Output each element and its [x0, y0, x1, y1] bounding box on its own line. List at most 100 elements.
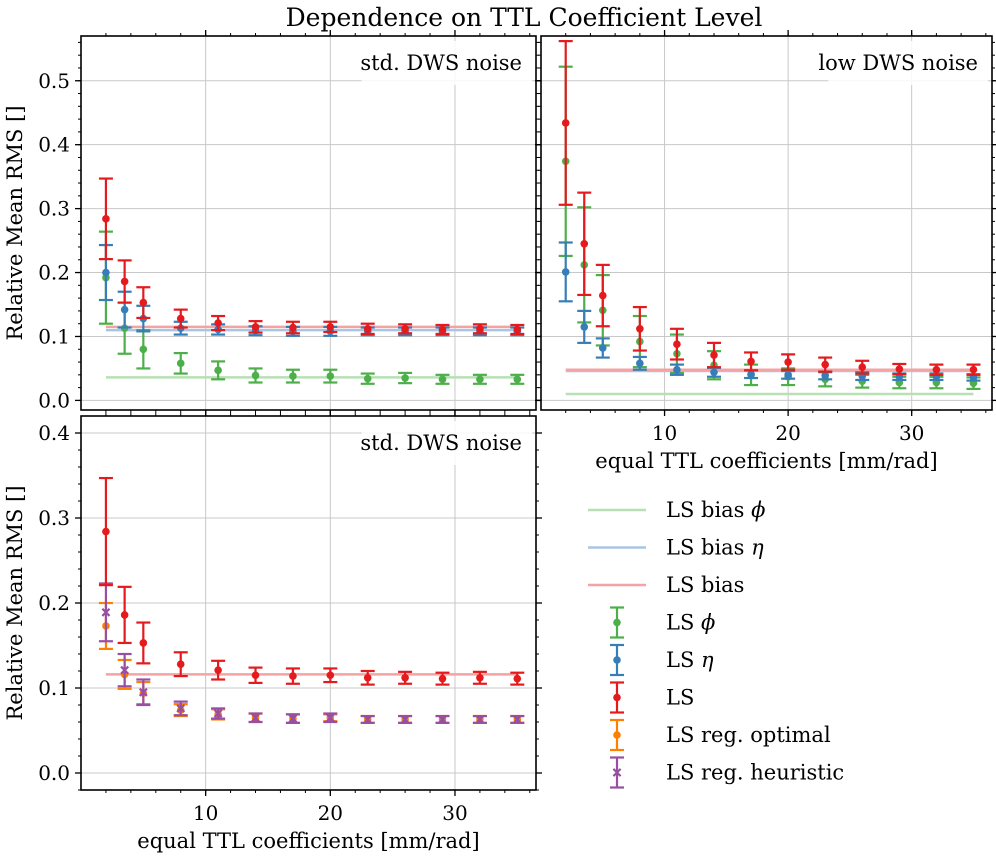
- data-point: [102, 527, 110, 536]
- data-point: [858, 363, 867, 371]
- y-tick-label: 0.4: [38, 133, 70, 157]
- panel-annotation-text: std. DWS noise: [360, 51, 522, 75]
- data-point-x: [475, 715, 485, 724]
- data-point: [326, 372, 335, 380]
- data-point: [636, 359, 644, 368]
- legend-label: LS ϕ: [666, 611, 715, 635]
- data-point: [176, 660, 185, 668]
- legend-label: LS reg. heuristic: [666, 761, 844, 785]
- data-point-x: [288, 714, 298, 723]
- data-point: [326, 671, 335, 680]
- data-point: [710, 368, 718, 377]
- figure-title: Dependence on TTL Coefficient Level: [286, 3, 763, 32]
- data-point: [932, 365, 941, 374]
- data-point-x: [512, 715, 522, 724]
- y-axis-label: Relative Mean RMS []: [3, 105, 27, 340]
- data-point: [438, 325, 447, 334]
- data-point: [251, 371, 260, 380]
- axes-frame: [80, 35, 537, 411]
- data-point: [214, 319, 222, 327]
- data-point-x: [101, 607, 111, 617]
- data-point: [363, 374, 372, 383]
- data-point-x: [363, 715, 373, 724]
- data-point: [636, 325, 644, 333]
- x-tick-label: 20: [318, 801, 343, 825]
- y-tick-label: 0.0: [38, 761, 70, 785]
- data-point: [561, 268, 570, 276]
- legend-entry-bias-phi: LS bias ϕ: [588, 498, 765, 522]
- data-point: [476, 325, 484, 333]
- data-point: [580, 323, 589, 331]
- y-tick-label: 0.3: [38, 506, 70, 530]
- legend-entry-reg-heur: LS reg. heuristic: [610, 756, 844, 789]
- subplot-low-noise: 10 20 30 low DWS noise equal TTL coefficient…: [535, 30, 996, 473]
- y-tick-label: 0.0: [38, 388, 70, 412]
- legend-entry-ls: LS: [610, 681, 694, 714]
- data-point: [673, 340, 681, 348]
- x-tick-label: 30: [899, 421, 924, 445]
- data-point: [513, 375, 522, 384]
- panel-annotation-box: [361, 41, 532, 85]
- data-point: [784, 371, 792, 379]
- data-point: [598, 291, 607, 300]
- data-point: [747, 370, 755, 378]
- data-point: [401, 374, 409, 382]
- x-axis-label: equal TTL coefficients [mm/rad]: [595, 449, 937, 473]
- data-point: [821, 360, 829, 369]
- y-tick-label: 0.5: [38, 69, 70, 93]
- axes-frame: [540, 35, 993, 411]
- data-point: [139, 345, 148, 354]
- data-point: [251, 671, 260, 680]
- panel-annotation-box: [361, 421, 532, 465]
- legend-swatch-marker: [613, 656, 621, 664]
- data-point-x: [400, 715, 410, 724]
- data-point-x: [176, 704, 186, 713]
- data-point: [326, 323, 335, 331]
- legend-entry-bias-ls: LS bias: [588, 573, 744, 597]
- data-point: [401, 325, 409, 333]
- panel-annotation: std. DWS noise: [360, 421, 532, 465]
- panel-annotation: std. DWS noise: [360, 41, 532, 85]
- data-point: [969, 365, 978, 374]
- legend-entry-bias-eta: LS bias η: [588, 536, 764, 560]
- data-point-x: [120, 665, 130, 675]
- data-point: [363, 674, 372, 682]
- data-point: [214, 366, 222, 375]
- legend-swatch-marker: [613, 693, 621, 702]
- y-tick-label: 0.3: [38, 197, 70, 221]
- legend-label: LS bias ϕ: [666, 498, 765, 522]
- data-point-x: [251, 713, 260, 723]
- data-point: [176, 359, 185, 368]
- data-point: [120, 305, 129, 314]
- data-point: [251, 323, 260, 331]
- subplot-std-noise-top: 0.0 0.1 0.2 0.3 0.4 0.5 std. DWS noise Relative…: [3, 30, 542, 416]
- legend: LS bias ϕ LS bias η LS bias LS ϕ LS η LS LS re…: [588, 498, 844, 789]
- y-tick-label: 0.1: [38, 324, 70, 348]
- data-point: [438, 375, 447, 384]
- data-point: [476, 375, 484, 384]
- data-point: [895, 365, 904, 373]
- panel-annotation: low DWS noise: [818, 41, 988, 85]
- data-point: [289, 672, 297, 680]
- data-point: [214, 666, 222, 674]
- data-point: [476, 674, 484, 682]
- axes-frame: [80, 415, 537, 791]
- panel-annotation-text: low DWS noise: [818, 51, 978, 75]
- data-point: [102, 215, 110, 223]
- data-point: [289, 372, 297, 380]
- data-point-x: [138, 687, 148, 697]
- legend-label: LS bias η: [666, 536, 764, 560]
- data-point: [120, 611, 129, 619]
- data-point-x: [325, 713, 335, 723]
- data-point: [821, 371, 829, 380]
- data-point: [673, 365, 681, 374]
- data-point: [401, 674, 409, 682]
- panel-annotation-box: [828, 41, 988, 85]
- data-point: [513, 325, 522, 334]
- data-point: [289, 323, 297, 332]
- x-tick-label: 10: [652, 421, 677, 445]
- legend-swatch-marker: [613, 618, 621, 627]
- subplot-std-noise-regularized: 0.0 0.1 0.2 0.3 0.4 10 20 30 std. DWS noise equal…: [3, 410, 542, 853]
- legend-entry-eta: LS η: [610, 643, 714, 677]
